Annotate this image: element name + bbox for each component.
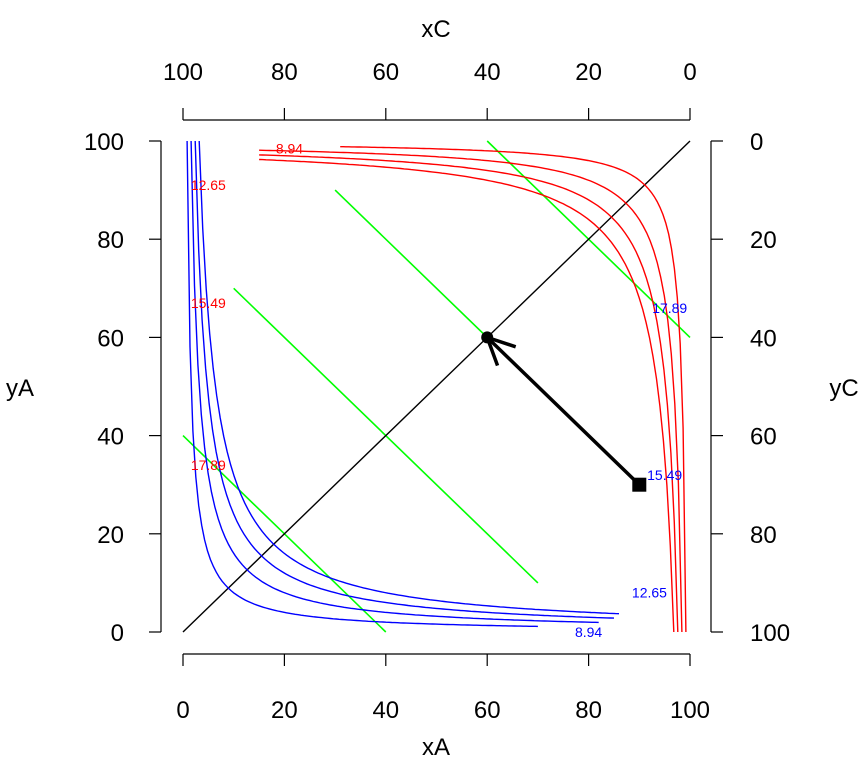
top-tick-label: 60 — [372, 59, 399, 86]
bottom-tick-label: 20 — [271, 697, 298, 724]
left-tick-label: 40 — [97, 424, 124, 451]
indifference-curve-c — [259, 154, 679, 633]
top-tick-label: 100 — [163, 59, 203, 86]
axes-group: 0 20 40 60 80 100 100 80 60 40 20 0 0 20 40 60 80 100 0 20 4… — [84, 59, 790, 724]
left-tick-label: 20 — [97, 522, 124, 549]
top-tick-label: 20 — [575, 59, 602, 86]
contract-curve-line — [182, 140, 691, 633]
indifference-curve-a — [198, 140, 620, 615]
right-tick-label: 100 — [750, 620, 790, 647]
right-tick-label: 40 — [750, 325, 777, 352]
indifference-curve-a — [194, 140, 615, 619]
marks-group — [481, 331, 647, 492]
x-axis-title-top: xC — [421, 16, 450, 43]
labels-group: 8.94 12.65 15.49 17.89 8.94 12.65 15.49 17.89 — [191, 140, 688, 640]
indifference-curve-a-label: 17.89 — [652, 300, 687, 316]
x-axis-title-bottom: xA — [422, 734, 450, 761]
left-tick-label: 60 — [97, 325, 124, 352]
indifference-curve-a-label: 8.94 — [575, 624, 602, 640]
indifference-curve-a — [190, 140, 599, 624]
indifference-curve-c-label: 12.65 — [191, 177, 226, 193]
y-axis-title-left: yA — [6, 375, 34, 402]
top-tick-label: 40 — [474, 59, 501, 86]
right-tick-label: 80 — [750, 522, 777, 549]
indifference-curve-c — [259, 149, 683, 633]
endowment-square-marker — [632, 477, 647, 492]
indifference-curve-a — [186, 140, 538, 628]
left-tick-label: 0 — [111, 620, 124, 647]
right-tick-label: 60 — [750, 424, 777, 451]
top-tick-label: 0 — [683, 59, 696, 86]
right-tick-label: 20 — [750, 227, 777, 254]
bottom-tick-label: 100 — [670, 697, 710, 724]
indifference-curve-a-label: 15.49 — [647, 467, 682, 483]
y-axis-title-right: yC — [829, 375, 858, 402]
left-tick-label: 80 — [97, 227, 124, 254]
indifference-curve-a-label: 12.65 — [632, 585, 667, 601]
left-tick-label: 100 — [84, 129, 124, 156]
indifference-curve-c-label: 8.94 — [276, 140, 303, 156]
indifference-curve-c-label: 17.89 — [191, 457, 226, 473]
indifference-curve-c — [259, 158, 675, 633]
indifference-curve-c-label: 15.49 — [191, 295, 226, 311]
top-tick-label: 80 — [271, 59, 298, 86]
right-tick-label: 0 — [750, 129, 763, 156]
bottom-tick-label: 80 — [575, 697, 602, 724]
indifference-curves-group — [182, 140, 691, 633]
bottom-tick-label: 0 — [176, 697, 189, 724]
indifference-curve-c — [340, 146, 687, 633]
bottom-tick-label: 60 — [474, 697, 501, 724]
bottom-tick-label: 40 — [372, 697, 399, 724]
equilibrium-circle-marker — [481, 331, 494, 344]
arrow-shaft — [485, 336, 641, 486]
